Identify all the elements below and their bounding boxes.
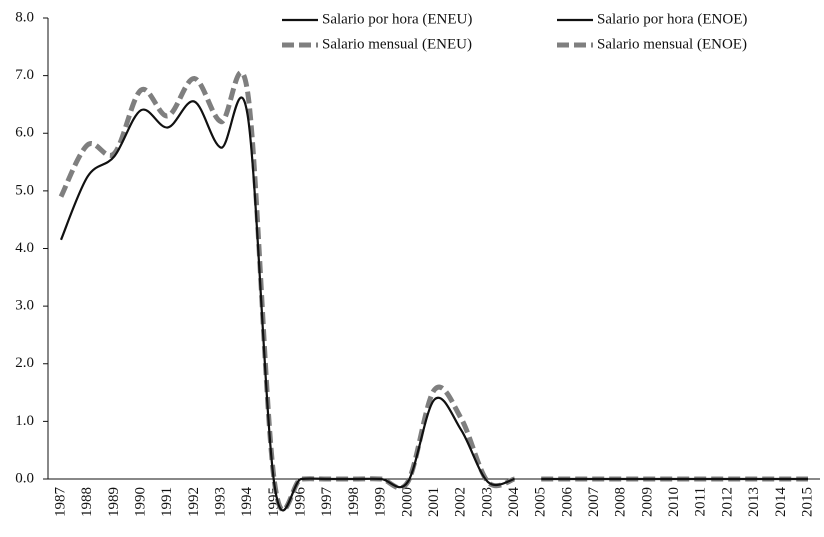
x-tick-label: 1991: [159, 487, 175, 517]
x-tick-label: 1997: [319, 487, 335, 518]
x-tick-label: 1999: [373, 487, 389, 517]
x-tick-label: 2007: [586, 487, 602, 518]
y-tick-label: 7.0: [15, 67, 34, 83]
x-tick-label: 2015: [799, 487, 815, 517]
x-tick-label: 2014: [773, 487, 789, 518]
y-tick-label: 2.0: [15, 355, 34, 371]
y-tick-label: 1.0: [15, 413, 34, 429]
x-tick-label: 1993: [213, 487, 229, 517]
x-tick-label: 2001: [426, 487, 442, 517]
x-tick-label: 1989: [106, 487, 122, 517]
x-tick-label: 1994: [239, 487, 255, 518]
x-tick-label: 2006: [559, 487, 575, 518]
x-tick-label: 1990: [132, 487, 148, 517]
legend-label: Salario por hora (ENOE): [597, 11, 747, 27]
x-tick-label: 1996: [293, 487, 309, 518]
series-line: [59, 96, 515, 512]
y-tick-label: 8.0: [15, 9, 34, 25]
x-tick-label: 1988: [79, 487, 95, 517]
x-tick-label: 2004: [506, 487, 522, 518]
x-tick-label: 1992: [186, 487, 202, 517]
x-tick-label: 2013: [746, 487, 762, 517]
y-tick-label: 0.0: [15, 470, 34, 486]
y-tick-label: 5.0: [15, 182, 34, 198]
x-tick-label: 1995: [266, 487, 282, 517]
x-tick-label: 2011: [693, 487, 709, 516]
x-tick-label: 1987: [52, 487, 68, 518]
x-tick-label: 2009: [639, 487, 655, 517]
legend-label: Salario por hora (ENEU): [322, 11, 472, 27]
x-tick-label: 2012: [719, 487, 735, 517]
x-tick-label: 2002: [453, 487, 469, 517]
y-tick-label: 3.0: [15, 298, 34, 314]
x-tick-label: 2003: [479, 487, 495, 517]
series-line: [58, 70, 516, 513]
x-tick-label: 2005: [533, 487, 549, 517]
x-tick-label: 2010: [666, 487, 682, 517]
legend-label: Salario mensual (ENEU): [322, 36, 472, 52]
x-tick-label: 2008: [613, 487, 629, 517]
y-tick-label: 6.0: [15, 125, 34, 141]
y-tick-label: 4.0: [15, 240, 34, 256]
x-tick-label: 1998: [346, 487, 362, 517]
x-tick-label: 2000: [399, 487, 415, 517]
legend-label: Salario mensual (ENOE): [597, 36, 747, 52]
